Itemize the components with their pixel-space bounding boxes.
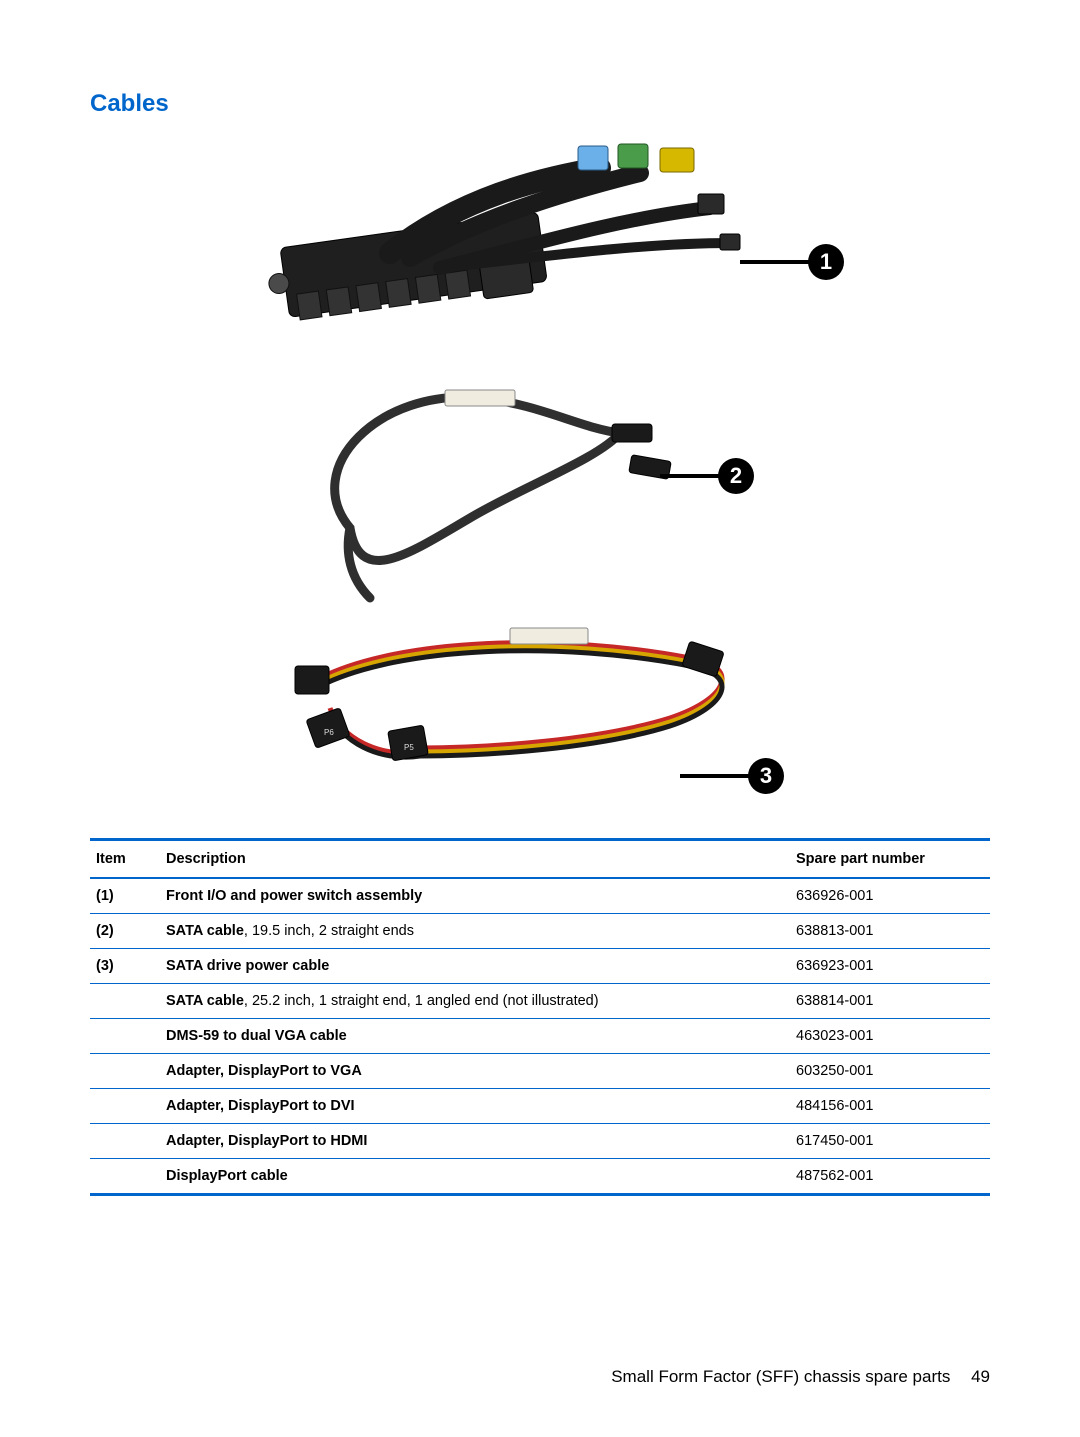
sata-cable-illustration [240, 378, 840, 618]
table-body: (1) Front I/O and power switch assembly 63… [90, 878, 990, 1195]
cell-item [90, 984, 160, 1019]
description-bold: DisplayPort cable [166, 1168, 288, 1184]
cell-part-number: 487562-001 [790, 1159, 990, 1195]
cell-item: (1) [90, 878, 160, 914]
callout-badge-1: 1 [808, 244, 844, 280]
cell-part-number: 636926-001 [790, 878, 990, 914]
cell-part-number: 463023-001 [790, 1019, 990, 1054]
table-row: SATA cable, 25.2 inch, 1 straight end, 1… [90, 984, 990, 1019]
description-rest: , 25.2 inch, 1 straight end, 1 angled en… [244, 993, 599, 1009]
table-row: Adapter, DisplayPort to DVI 484156-001 [90, 1089, 990, 1124]
table-row: DMS-59 to dual VGA cable 463023-001 [90, 1019, 990, 1054]
spare-parts-table: Item Description Spare part number (1) Fr… [90, 838, 990, 1196]
callout-line [680, 774, 750, 778]
description-bold: SATA cable [166, 993, 244, 1009]
svg-text:P6: P6 [324, 728, 334, 737]
description-bold: SATA cable [166, 923, 244, 939]
col-header-description: Description [160, 840, 790, 879]
table-header-row: Item Description Spare part number [90, 840, 990, 879]
cell-description: DMS-59 to dual VGA cable [160, 1019, 790, 1054]
col-header-item: Item [90, 840, 160, 879]
table-row: DisplayPort cable 487562-001 [90, 1159, 990, 1195]
callout-badge-3: 3 [748, 758, 784, 794]
table-row: Adapter, DisplayPort to HDMI 617450-001 [90, 1124, 990, 1159]
description-bold: Adapter, DisplayPort to DVI [166, 1098, 355, 1114]
description-bold: Front I/O and power switch assembly [166, 888, 422, 904]
description-bold: Adapter, DisplayPort to VGA [166, 1063, 362, 1079]
cell-item [90, 1159, 160, 1195]
cell-part-number: 603250-001 [790, 1054, 990, 1089]
cell-description: SATA drive power cable [160, 949, 790, 984]
page-number: 49 [971, 1367, 990, 1386]
description-rest: , 19.5 inch, 2 straight ends [244, 923, 414, 939]
cell-description: DisplayPort cable [160, 1159, 790, 1195]
callout-3: 3 [680, 758, 784, 794]
cell-part-number: 617450-001 [790, 1124, 990, 1159]
cell-item [90, 1124, 160, 1159]
col-header-part: Spare part number [790, 840, 990, 879]
footer-text: Small Form Factor (SFF) chassis spare pa… [611, 1367, 950, 1386]
table-row: (2)SATA cable, 19.5 inch, 2 straight end… [90, 914, 990, 949]
callout-line [740, 260, 810, 264]
cell-item [90, 1019, 160, 1054]
figure-item-3: P6 P5 3 [240, 618, 840, 818]
cell-description: SATA cable, 19.5 inch, 2 straight ends [160, 914, 790, 949]
figure-item-1: 1 [240, 138, 840, 378]
description-bold: DMS-59 to dual VGA cable [166, 1028, 347, 1044]
cell-description: Adapter, DisplayPort to HDMI [160, 1124, 790, 1159]
description-bold: Adapter, DisplayPort to HDMI [166, 1133, 367, 1149]
cell-description: Adapter, DisplayPort to VGA [160, 1054, 790, 1089]
cell-description: Adapter, DisplayPort to DVI [160, 1089, 790, 1124]
cell-part-number: 484156-001 [790, 1089, 990, 1124]
svg-text:P5: P5 [404, 743, 414, 752]
section-title: Cables [90, 90, 990, 118]
callout-1: 1 [740, 244, 844, 280]
cell-item [90, 1089, 160, 1124]
figure-area: 1 2 [240, 138, 840, 818]
table-row: (1) Front I/O and power switch assembly 63… [90, 878, 990, 914]
callout-line [660, 474, 720, 478]
callout-badge-2: 2 [718, 458, 754, 494]
cell-part-number: 636923-001 [790, 949, 990, 984]
figure-item-2: 2 [240, 378, 840, 618]
cell-description: SATA cable, 25.2 inch, 1 straight end, 1… [160, 984, 790, 1019]
cell-part-number: 638814-001 [790, 984, 990, 1019]
table-row: Adapter, DisplayPort to VGA 603250-001 [90, 1054, 990, 1089]
page-footer: Small Form Factor (SFF) chassis spare pa… [611, 1367, 990, 1387]
description-bold: SATA drive power cable [166, 958, 329, 974]
cell-description: Front I/O and power switch assembly [160, 878, 790, 914]
callout-2: 2 [660, 458, 754, 494]
cell-item [90, 1054, 160, 1089]
cell-part-number: 638813-001 [790, 914, 990, 949]
cell-item: (3) [90, 949, 160, 984]
cell-item: (2) [90, 914, 160, 949]
table-row: (3) SATA drive power cable 636923-001 [90, 949, 990, 984]
